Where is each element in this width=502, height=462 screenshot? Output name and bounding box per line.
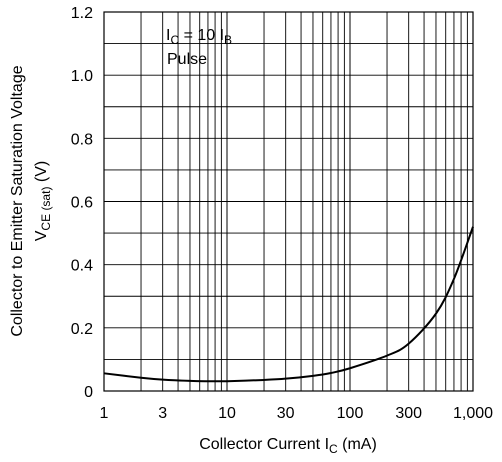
y-tick-label: 1.0	[71, 68, 93, 85]
annotation-condition: IC = 10 IB	[166, 27, 232, 47]
x-tick-label: 1,000	[453, 405, 493, 422]
x-tick-label: 3	[158, 405, 167, 422]
y-tick-label: 0.2	[71, 321, 93, 338]
x-tick-label: 300	[395, 405, 422, 422]
x-tick-label: 10	[218, 405, 236, 422]
series-line	[103, 226, 474, 383]
y-tick-label: 0.8	[71, 131, 93, 148]
x-tick-label: 100	[337, 405, 364, 422]
tick-labels: 1 3 10 30 100 300 1,000 0 0.2 0.4 0.6 0.8 1.0 1.2	[71, 5, 493, 422]
y-tick-label: 1.2	[71, 5, 93, 22]
y-tick-label: 0	[84, 384, 93, 401]
y-tick-label: 0.4	[71, 258, 93, 275]
x-tick-label: 1	[100, 405, 109, 422]
annotation-mode: Pulse	[167, 51, 207, 68]
y-axis-label-line2: VCE (sat) (V)	[33, 161, 53, 241]
y-axis-label-line1: Collector to Emitter Saturation Voltage	[9, 65, 26, 336]
y-tick-label: 0.6	[71, 195, 93, 212]
x-tick-label: 30	[277, 405, 295, 422]
x-axis-label: Collector Current IC (mA)	[199, 436, 377, 456]
plot-frame	[103, 11, 474, 392]
series	[103, 226, 474, 383]
